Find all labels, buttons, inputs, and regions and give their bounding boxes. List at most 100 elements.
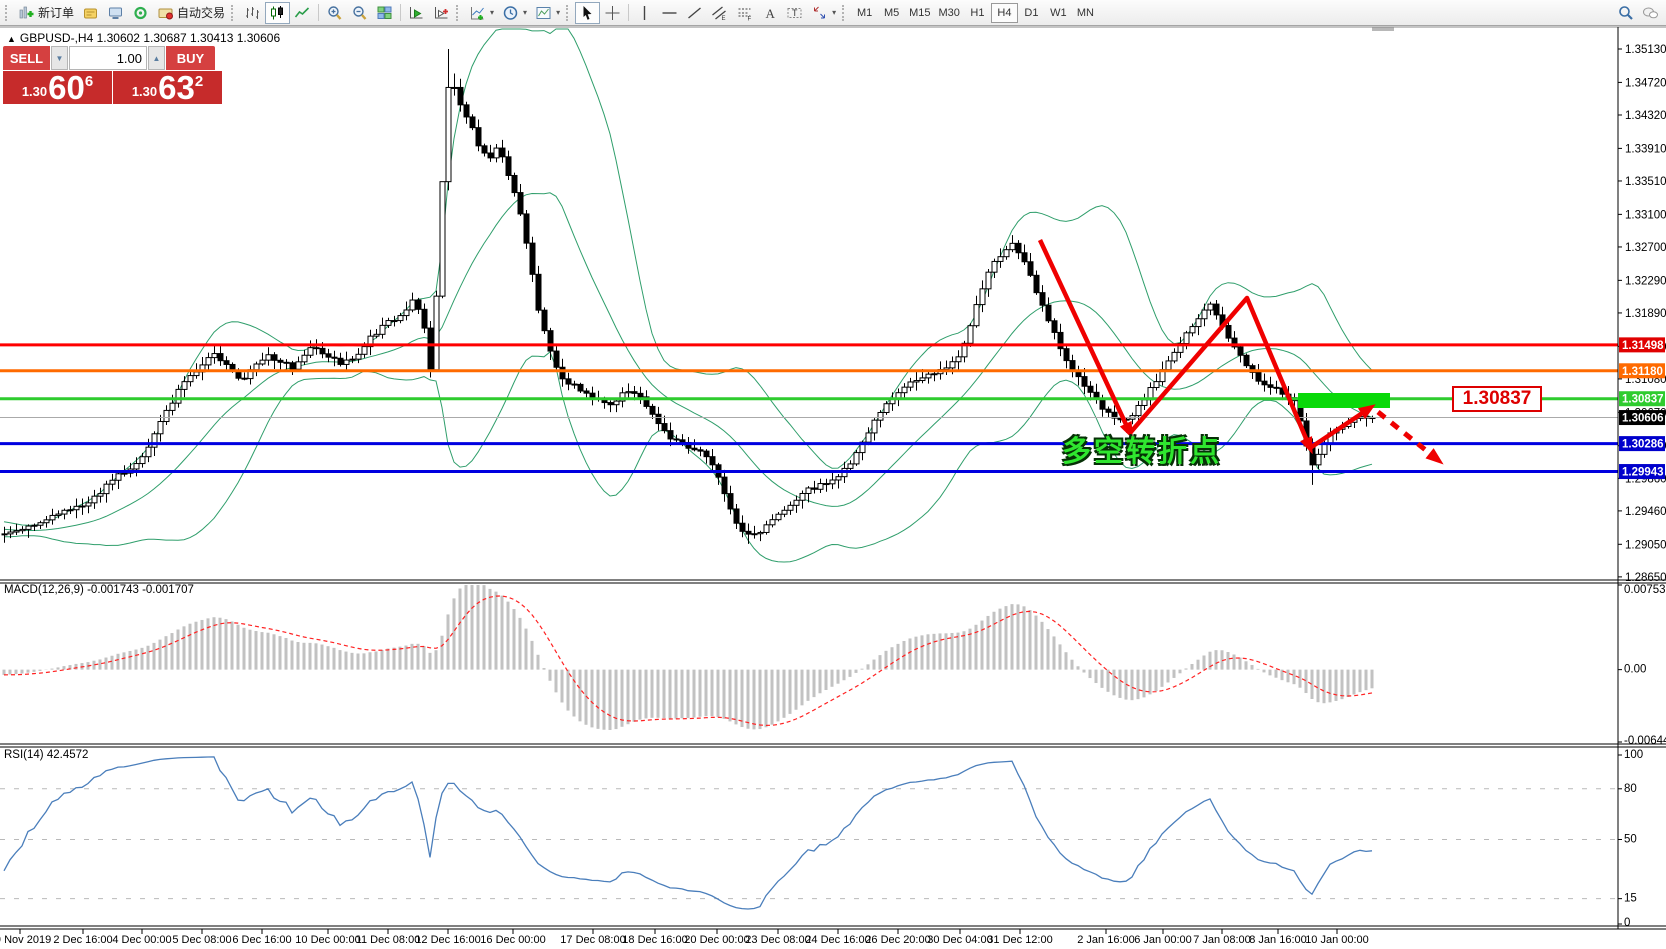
timeframe-m15-button[interactable]: M15 bbox=[905, 3, 934, 23]
svg-text:1.30837: 1.30837 bbox=[1622, 394, 1664, 406]
quotes-icon bbox=[84, 8, 98, 18]
svg-text:E: E bbox=[722, 16, 726, 21]
horizontal-line-button[interactable] bbox=[657, 2, 682, 24]
sell-price-pip: 6 bbox=[84, 73, 94, 90]
chat-button[interactable] bbox=[1638, 2, 1663, 24]
signals-button[interactable] bbox=[128, 2, 153, 24]
toolbar-grip[interactable] bbox=[566, 4, 571, 21]
svg-text:100: 100 bbox=[1624, 749, 1643, 761]
line-chart-button[interactable] bbox=[290, 2, 315, 24]
horizontal-line-icon bbox=[662, 11, 677, 14]
equidistant-channel-button[interactable]: E bbox=[707, 2, 732, 24]
svg-text:4 Dec 00:00: 4 Dec 00:00 bbox=[112, 934, 171, 946]
templates-button[interactable]: ▾ bbox=[531, 2, 564, 24]
add-indicator-icon bbox=[471, 6, 484, 20]
timeframe-h4-button[interactable]: H4 bbox=[990, 2, 1018, 23]
svg-text:24 Dec 16:00: 24 Dec 16:00 bbox=[805, 934, 870, 946]
zoom-out-button[interactable] bbox=[347, 2, 372, 24]
search-icon bbox=[1619, 5, 1633, 20]
trend-zigzag-arrows[interactable] bbox=[1037, 239, 1444, 465]
auto-trading-button[interactable]: 自动交易 bbox=[153, 2, 229, 24]
new-order-label: 新订单 bbox=[38, 6, 75, 20]
toolbar-group-indicators: ▾ ▾ ▾ bbox=[454, 1, 564, 25]
sell-price-display[interactable]: 1.30 60 6 bbox=[3, 71, 112, 104]
highlight-zone-box[interactable] bbox=[1298, 393, 1390, 408]
arrows-icon bbox=[814, 6, 826, 18]
trend-line-button[interactable] bbox=[682, 2, 707, 24]
toolbar-grip[interactable] bbox=[5, 4, 10, 21]
timeframe-h1-button[interactable]: H1 bbox=[964, 3, 991, 23]
candlestick-chart-button[interactable] bbox=[265, 1, 291, 24]
bollinger-bands bbox=[3, 28, 1373, 563]
svg-text:1.30286: 1.30286 bbox=[1622, 439, 1664, 451]
chart-shift-button[interactable] bbox=[429, 2, 454, 24]
fibonacci-button[interactable]: F bbox=[732, 2, 757, 24]
vertical-line-icon bbox=[643, 5, 646, 20]
crosshair-icon bbox=[605, 5, 620, 20]
sell-price-big: 60 bbox=[48, 69, 85, 106]
auto-scroll-button[interactable] bbox=[404, 2, 429, 24]
svg-text:8 Jan 16:00: 8 Jan 16:00 bbox=[1249, 934, 1307, 946]
add-indicator-button[interactable]: ▾ bbox=[465, 2, 498, 24]
sell-button[interactable]: SELL bbox=[3, 46, 50, 70]
crosshair-button[interactable] bbox=[600, 2, 625, 24]
text-button[interactable]: A bbox=[757, 2, 782, 24]
buy-button[interactable]: BUY bbox=[166, 46, 215, 70]
svg-text:17 Dec 08:00: 17 Dec 08:00 bbox=[560, 934, 625, 946]
text-icon: A bbox=[766, 6, 776, 21]
tile-windows-button[interactable] bbox=[372, 2, 397, 24]
zoom-in-button[interactable] bbox=[322, 2, 347, 24]
zoom-in-icon bbox=[328, 5, 342, 20]
svg-text:1.34320: 1.34320 bbox=[1625, 110, 1666, 122]
signals-icon bbox=[134, 6, 147, 19]
quotes-button[interactable] bbox=[78, 2, 103, 24]
svg-text:1.31498: 1.31498 bbox=[1622, 340, 1664, 352]
cursor-button[interactable] bbox=[575, 1, 601, 24]
toolbar-group-charts bbox=[229, 1, 454, 25]
periods-button[interactable]: ▾ bbox=[498, 2, 531, 24]
volume-input[interactable] bbox=[69, 46, 147, 70]
horizontal-level-lines[interactable] bbox=[0, 343, 1618, 474]
svg-text:20 Dec 00:00: 20 Dec 00:00 bbox=[684, 934, 749, 946]
vertical-line-button[interactable] bbox=[632, 2, 657, 24]
sell-price-prefix: 1.30 bbox=[21, 84, 48, 99]
search-button[interactable] bbox=[1613, 2, 1638, 24]
timeframe-m30-button[interactable]: M30 bbox=[935, 3, 964, 23]
toolbar-grip[interactable] bbox=[842, 4, 847, 21]
timeframe-d1-button[interactable]: D1 bbox=[1018, 3, 1045, 23]
symbol-collapse-icon[interactable]: ▲ bbox=[7, 34, 16, 44]
toolbar-group-timeframes: M1 M5 M15 M30 H1 H4 D1 W1 MN bbox=[840, 1, 1099, 25]
price-axis: 1.35130 1.34720 1.34320 1.33910 1.33510 1.331… bbox=[1618, 44, 1666, 584]
svg-text:0: 0 bbox=[1624, 917, 1630, 929]
timeframe-w1-button[interactable]: W1 bbox=[1045, 3, 1072, 23]
chart-scrollbar-thumb[interactable] bbox=[1372, 27, 1394, 32]
svg-text:1.33100: 1.33100 bbox=[1625, 209, 1666, 221]
svg-text:1.33910: 1.33910 bbox=[1625, 143, 1666, 155]
timeframe-m1-button[interactable]: M1 bbox=[851, 3, 878, 23]
toolbar-grip[interactable] bbox=[456, 4, 461, 21]
templates-icon bbox=[536, 6, 551, 19]
svg-text:6 Jan 00:00: 6 Jan 00:00 bbox=[1134, 934, 1192, 946]
price-callout-box[interactable]: 1.30837 bbox=[1452, 386, 1542, 412]
svg-text:10 Jan 00:00: 10 Jan 00:00 bbox=[1305, 934, 1369, 946]
new-order-button[interactable]: 新订单 bbox=[14, 2, 78, 24]
metaeditor-button[interactable] bbox=[103, 2, 128, 24]
svg-text:1.29943: 1.29943 bbox=[1622, 467, 1664, 479]
turning-point-annotation[interactable]: 多空转折点 bbox=[1062, 436, 1223, 468]
auto-trading-label: 自动交易 bbox=[177, 6, 226, 20]
svg-text:1.32290: 1.32290 bbox=[1625, 275, 1666, 287]
svg-text:12 Dec 16:00: 12 Dec 16:00 bbox=[415, 934, 480, 946]
buy-price-display[interactable]: 1.30 63 2 bbox=[113, 71, 222, 104]
toolbar-grip[interactable] bbox=[231, 4, 236, 21]
bar-chart-button[interactable] bbox=[240, 2, 265, 24]
volume-increase-button[interactable]: ▲ bbox=[148, 46, 165, 70]
toolbar: 新订单 自动交易 ▾ ▾ ▾ bbox=[0, 0, 1666, 26]
text-label-button[interactable]: T bbox=[782, 2, 807, 24]
arrows-button[interactable]: ▾ bbox=[807, 2, 840, 24]
timeframe-m5-button[interactable]: M5 bbox=[878, 3, 905, 23]
timeframe-mn-button[interactable]: MN bbox=[1072, 3, 1099, 23]
volume-decrease-button[interactable]: ▼ bbox=[51, 46, 68, 70]
buy-price-pip: 2 bbox=[194, 73, 204, 90]
buy-price-prefix: 1.30 bbox=[131, 84, 158, 99]
